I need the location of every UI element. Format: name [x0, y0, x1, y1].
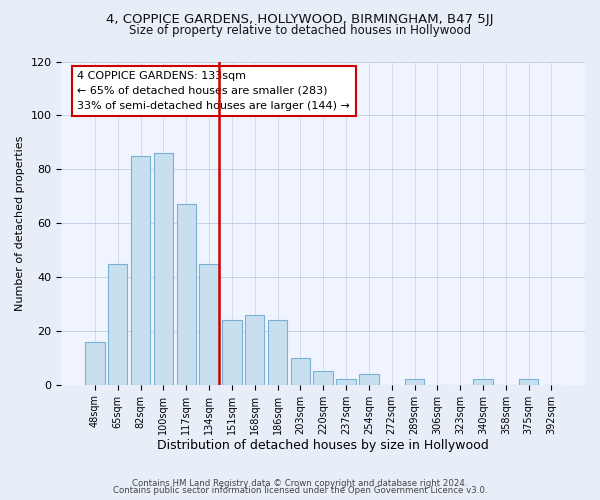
Bar: [337, 380, 356, 384]
Bar: [313, 372, 333, 384]
Bar: [473, 380, 493, 384]
Bar: [290, 358, 310, 384]
Bar: [108, 264, 127, 384]
Bar: [245, 314, 265, 384]
Text: 4, COPPICE GARDENS, HOLLYWOOD, BIRMINGHAM, B47 5JJ: 4, COPPICE GARDENS, HOLLYWOOD, BIRMINGHA…: [106, 12, 494, 26]
Bar: [131, 156, 150, 384]
Text: 4 COPPICE GARDENS: 133sqm
← 65% of detached houses are smaller (283)
33% of semi: 4 COPPICE GARDENS: 133sqm ← 65% of detac…: [77, 71, 350, 111]
Text: Contains public sector information licensed under the Open Government Licence v3: Contains public sector information licen…: [113, 486, 487, 495]
X-axis label: Distribution of detached houses by size in Hollywood: Distribution of detached houses by size …: [157, 440, 489, 452]
Bar: [154, 153, 173, 384]
Bar: [85, 342, 104, 384]
Text: Contains HM Land Registry data © Crown copyright and database right 2024.: Contains HM Land Registry data © Crown c…: [132, 478, 468, 488]
Bar: [222, 320, 242, 384]
Bar: [176, 204, 196, 384]
Bar: [519, 380, 538, 384]
Bar: [199, 264, 219, 384]
Bar: [405, 380, 424, 384]
Y-axis label: Number of detached properties: Number of detached properties: [15, 136, 25, 311]
Bar: [268, 320, 287, 384]
Bar: [359, 374, 379, 384]
Text: Size of property relative to detached houses in Hollywood: Size of property relative to detached ho…: [129, 24, 471, 37]
